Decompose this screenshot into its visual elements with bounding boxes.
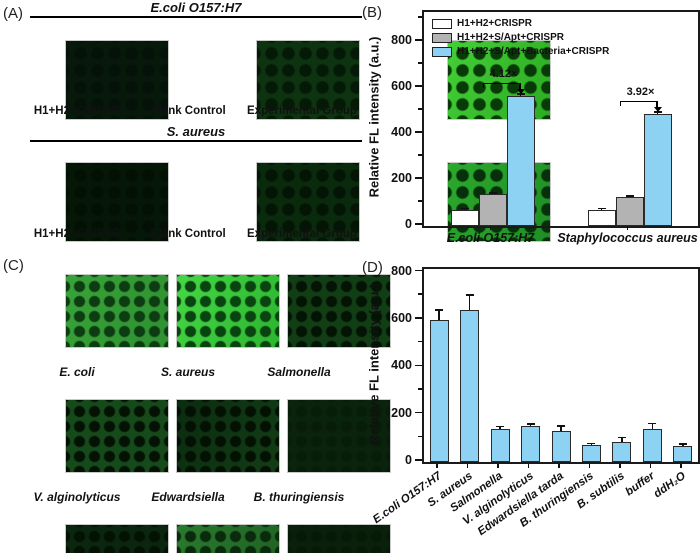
image-caption: Blank Control [150,105,226,117]
micrograph-saureus [176,274,280,348]
legend-swatch-blue [432,46,452,57]
micrograph-ddh2o [287,524,391,553]
legend-item: H1+H2+CRISPR [432,18,609,29]
legend-label: H1+H2+S/Apt+Bacteria+CRISPR [457,46,610,57]
micrograph-ecoli [65,274,169,348]
image-caption: Experimental Group [247,105,357,117]
panel-b-legend: H1+H2+CRISPR H1+H2+S/Apt+CRISPR H1+H2+S/… [432,18,609,57]
image-caption: Blank Control [150,228,226,240]
panel-c-label: (C) [3,257,24,274]
panel-b-label: (B) [362,4,382,21]
panel-a-label: (A) [3,5,23,22]
image-caption: E. coli [59,365,95,379]
micrograph-saureus-blank-control [256,162,360,242]
panel-c-cell: Buffer [136,508,280,553]
micrograph-salmonella [287,274,391,348]
panel-b-y-axis: 0 200 400 600 800 [380,10,422,231]
legend-swatch-gray [432,32,452,43]
micrograph-saureus-h1h2crispr [65,162,169,242]
micrograph-edwardsiella [176,399,280,473]
legend-item: H1+H2+S/Apt+Bacteria+CRISPR [432,46,609,57]
panel-d-y-axis: 0 200 400 600 800 [380,264,422,467]
panel-c-cell: E. coli [25,258,169,380]
legend-label: H1+H2+CRISPR [457,18,533,29]
panel-c-cell: ddH₂O [247,508,391,553]
legend-item: H1+H2+S/Apt+CRISPR [432,32,609,43]
panel-a-row-ecoli [25,24,591,136]
image-caption: V. alginolyticus [33,490,121,504]
micrograph-buffer [176,524,280,553]
micrograph-bsubtilis [65,524,169,553]
legend-swatch-white [432,18,452,29]
panel-a-title-ecoli: E.coli O157:H7 [30,0,362,18]
image-caption: Edwardsiella [151,490,225,504]
image-caption: Salmonella [267,365,331,379]
micrograph-ecoli-h1h2crispr [65,40,169,120]
image-caption: S. aureus [160,365,216,379]
panel-b-plot-area: H1+H2+CRISPR H1+H2+S/Apt+CRISPR H1+H2+S/… [422,10,700,228]
panel-c-grid: E. coli S. aureus Salmonella V. alginoly… [25,258,391,553]
image-caption: Experimental Group [247,228,357,240]
image-caption: H1+H2+CRISPR [33,228,121,240]
panel-c-cell: V. alginolyticus [25,383,169,505]
panel-a-title-saureus-text: S. aureus [166,124,226,139]
panel-a-title-ecoli-text: E.coli O157:H7 [150,0,242,15]
panel-b-x-axis: E.coli O157:H7 Staphylococcus aureus [422,226,698,252]
legend-label: H1+H2+S/Apt+CRISPR [457,32,564,43]
panel-c-cell: B. subtilis [25,508,169,553]
panel-c-cell: B. thuringiensis [247,383,391,505]
image-caption: B. thuringiensis [253,490,345,504]
micrograph-valginolyticus [65,399,169,473]
panel-d-chart: (D) Relative FL intensity (a.u.) 0 200 400… [360,255,700,553]
panel-d-x-axis: E.coli O157:H7 S. aureus Salmonella V. algi… [371,464,696,553]
panel-c-cell: S. aureus [136,258,280,380]
panel-c-cell: Salmonella [247,258,391,380]
panel-c-cell: Edwardsiella [136,383,280,505]
panel-d-label: (D) [362,259,383,276]
panel-d-plot-area [422,267,700,464]
panel-a-labels-ecoli: H1+H2+CRISPR Blank Control Experimental … [25,105,357,117]
panel-b-chart: (B) Relative FL intensity (a.u.) 0 200 400… [360,0,700,255]
panel-a-title-saureus: S. aureus [30,124,362,142]
micrograph-ecoli-blank-control [256,40,360,120]
micrograph-bthuringiensis [287,399,391,473]
image-caption: H1+H2+CRISPR [33,105,121,117]
panel-a-labels-saureus: H1+H2+CRISPR Blank Control Experimental … [25,228,357,240]
